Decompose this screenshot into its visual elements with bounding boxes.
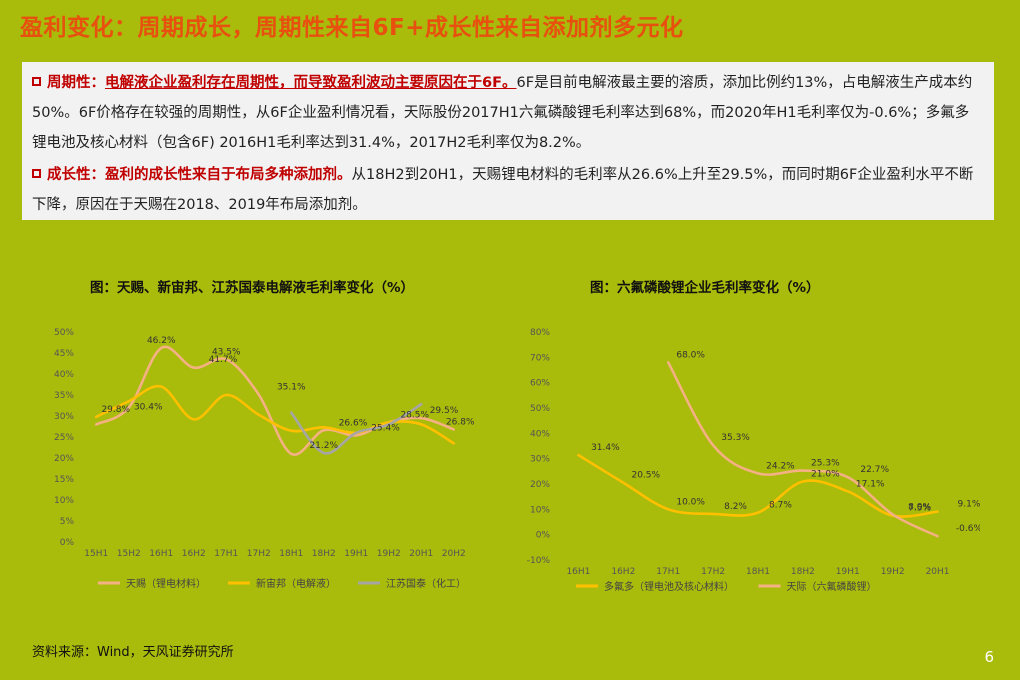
page-title: 盈利变化：周期成长，周期性来自6F+成长性来自添加剂多元化 — [20, 15, 684, 41]
data-label: 30.4% — [134, 402, 163, 412]
legend-label: 江苏国泰（化工） — [386, 577, 466, 590]
data-label: 22.7% — [860, 465, 889, 475]
paragraph-cyclical: 周期性：电解液企业盈利存在周期性，而导致盈利波动主要原因在于6F。6F是目前电解… — [32, 68, 980, 158]
chart-title-electrolyte: 图：天赐、新宙邦、江苏国泰电解液毛利率变化（%） — [90, 280, 415, 296]
summary-box: 周期性：电解液企业盈利存在周期性，而导致盈利波动主要原因在于6F。6F是目前电解… — [22, 62, 994, 220]
series-line — [94, 345, 456, 456]
data-label: 29.5% — [430, 406, 459, 416]
x-tick-label: 20H1 — [926, 567, 950, 577]
data-label: 41.7% — [209, 355, 238, 365]
y-tick-label: 20% — [530, 480, 550, 490]
x-tick-label: 19H1 — [344, 549, 368, 559]
series-line — [289, 402, 423, 455]
y-tick-label: 30% — [530, 455, 550, 465]
data-label: 8.0% — [908, 502, 931, 512]
legend-label: 新宙邦（电解液） — [256, 577, 336, 590]
data-label: 21.0% — [811, 469, 840, 479]
data-label: 35.1% — [277, 383, 306, 393]
paragraph-lead: 周期性： — [47, 75, 105, 91]
x-tick-label: 16H1 — [149, 549, 173, 559]
data-label: 10.0% — [676, 497, 705, 507]
data-label: 20.5% — [631, 471, 660, 481]
data-label: 46.2% — [147, 336, 176, 346]
chart-title-lipf6: 图：六氟磷酸锂企业毛利率变化（%） — [590, 280, 820, 296]
data-label: 21.2% — [309, 441, 338, 451]
data-label: 8.2% — [724, 502, 747, 512]
y-tick-label: 30% — [54, 412, 74, 422]
x-tick-label: 17H1 — [214, 549, 238, 559]
legend-label: 天赐（锂电材料） — [126, 577, 206, 590]
x-tick-label: 18H1 — [279, 549, 303, 559]
y-tick-label: 10% — [530, 505, 550, 515]
x-tick-label: 17H2 — [247, 549, 271, 559]
paragraph-lead-underlined: 电解液企业盈利存在周期性，而导致盈利波动主要原因在于6F。 — [105, 75, 517, 91]
x-tick-label: 20H1 — [409, 549, 433, 559]
y-tick-label: 35% — [54, 391, 74, 401]
x-tick-label: 16H2 — [611, 567, 635, 577]
data-label: 43.5% — [212, 347, 241, 357]
data-label: -0.6% — [956, 524, 980, 534]
data-label: 26.8% — [446, 417, 475, 427]
legend-label: 天际（六氟磷酸锂） — [787, 580, 877, 593]
x-tick-label: 19H2 — [881, 567, 905, 577]
data-label: 7.5% — [908, 504, 931, 514]
x-tick-label: 15H1 — [84, 549, 108, 559]
x-tick-label: 19H2 — [377, 549, 401, 559]
paragraph-lead: 成长性： — [47, 167, 105, 183]
y-tick-label: 15% — [54, 475, 74, 485]
x-tick-label: 17H1 — [656, 567, 680, 577]
paragraph-body: 从18H2到20H1，天赐锂电材料的毛利率从26.6%上升至29.5%，而同时期… — [32, 167, 974, 213]
source-note: 资料来源：Wind，天风证券研究所 — [32, 645, 234, 660]
x-tick-label: 16H2 — [182, 549, 206, 559]
paragraph-growth: 成长性：盈利的成长性来自于布局多种添加剂。从18H2到20H1，天赐锂电材料的毛… — [32, 160, 980, 220]
y-tick-label: 80% — [530, 328, 550, 338]
paragraph-body: 6F是目前电解液最主要的溶质，添加比例约13%，占电解液生产成本约50%。6F价… — [32, 75, 973, 151]
data-label: 26.6% — [339, 418, 368, 428]
data-label: 25.4% — [371, 423, 400, 433]
legend-label: 多氟多（锂电池及核心材料） — [604, 580, 734, 593]
y-tick-label: 40% — [54, 370, 74, 380]
y-tick-label: 10% — [54, 496, 74, 506]
x-tick-label: 17H2 — [701, 567, 725, 577]
x-tick-label: 15H2 — [117, 549, 141, 559]
electrolyte-margin-chart: 0% 5% 10% 15% 20% 25% 30% 35% 40% 45% 50% 15H1 15H2 1… — [54, 328, 475, 590]
x-tick-label: 18H2 — [312, 549, 336, 559]
data-label: 31.4% — [591, 443, 620, 453]
data-label: 35.3% — [721, 433, 750, 443]
x-tick-label: 18H1 — [746, 567, 770, 577]
series-line — [577, 453, 939, 518]
data-label: 8.7% — [769, 501, 792, 511]
x-tick-label: 16H1 — [566, 567, 590, 577]
y-tick-label: 70% — [530, 353, 550, 363]
y-tick-label: 20% — [54, 454, 74, 464]
data-label: 24.2% — [766, 461, 795, 471]
y-tick-label: 0% — [60, 538, 75, 548]
data-label: 25.3% — [811, 459, 840, 469]
data-label: 9.1% — [958, 500, 980, 510]
data-label: 68.0% — [676, 350, 705, 360]
y-tick-label: 0% — [536, 531, 551, 541]
paragraph-lead-bold: 盈利的成长性来自于布局多种添加剂。 — [105, 167, 352, 183]
bullet-square-icon — [32, 77, 41, 86]
y-tick-label: 45% — [54, 349, 74, 359]
data-label: 17.1% — [856, 479, 885, 489]
y-tick-label: 50% — [530, 404, 550, 414]
y-tick-label: 40% — [530, 429, 550, 439]
y-tick-label: 25% — [54, 433, 74, 443]
page-number: 6 — [984, 648, 994, 666]
x-tick-label: 18H2 — [791, 567, 815, 577]
bullet-square-icon — [32, 169, 41, 178]
series-line — [666, 361, 939, 538]
y-tick-label: -10% — [527, 556, 551, 566]
data-label: 28.5% — [400, 410, 429, 420]
x-tick-label: 20H2 — [442, 549, 466, 559]
lipf6-margin-chart: -10% 0% 10% 20% 30% 40% 50% 60% 70% 80% 16H1 16H2 17… — [527, 328, 980, 593]
data-label: 29.8% — [101, 405, 130, 415]
y-tick-label: 60% — [530, 379, 550, 389]
x-tick-label: 19H1 — [836, 567, 860, 577]
y-tick-label: 5% — [60, 517, 75, 527]
y-tick-label: 50% — [54, 328, 74, 338]
